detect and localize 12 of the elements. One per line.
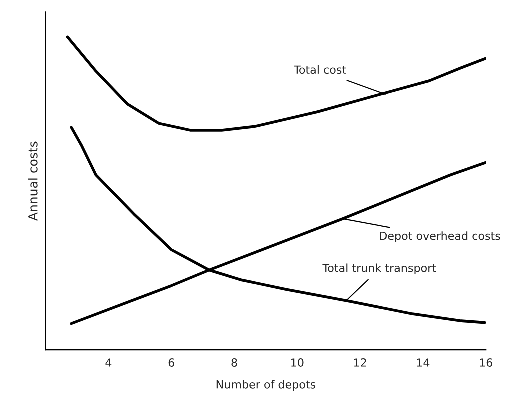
x-axis-title: Number of depots xyxy=(216,380,316,391)
x-tick-label: 4 xyxy=(106,358,112,367)
x-tick-label: 16 xyxy=(480,358,492,367)
x-tick-label: 6 xyxy=(168,358,174,367)
annotation: Total cost xyxy=(294,65,346,74)
annotation: Depot overhead costs xyxy=(380,232,500,242)
x-tick-label: 14 xyxy=(417,358,430,367)
x-tick-label: 12 xyxy=(354,358,366,367)
x-tick-label: 10 xyxy=(292,358,304,367)
x-tick-label: 8 xyxy=(232,358,238,367)
annotation: Total trunk transport xyxy=(322,264,436,274)
y-axis-title: Annual costs xyxy=(28,142,38,221)
